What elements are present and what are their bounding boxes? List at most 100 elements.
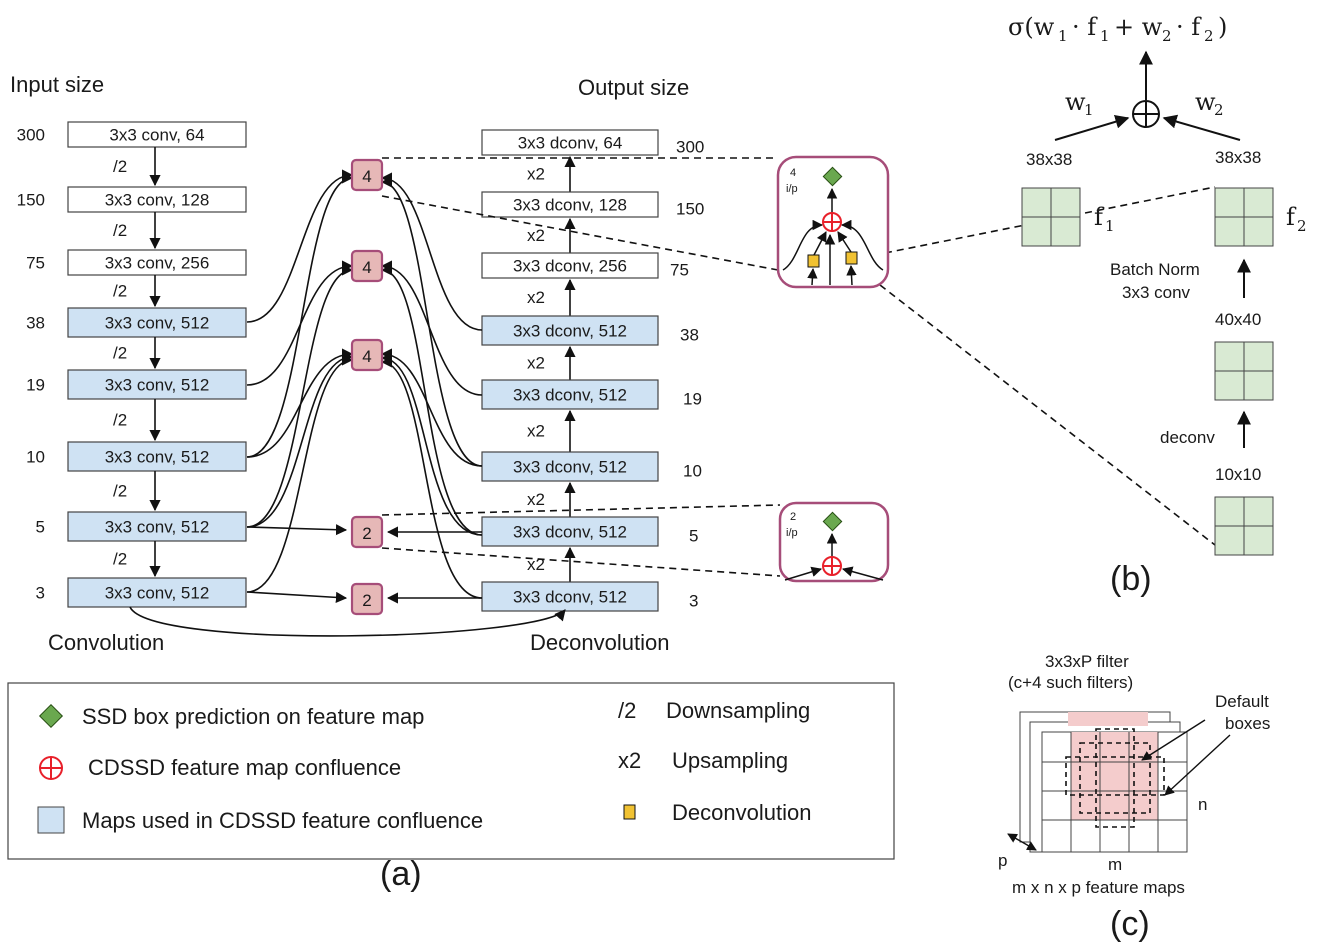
green-diamond-icon bbox=[38, 703, 64, 729]
legend-symbol-upsample: x2 bbox=[618, 748, 641, 773]
svg-text:2: 2 bbox=[1297, 217, 1307, 235]
fusion-node-count: 2 bbox=[362, 591, 371, 610]
caption-b: (b) bbox=[1110, 560, 1152, 598]
conv-layer-box bbox=[67, 369, 247, 400]
upsample-label: x2 bbox=[527, 354, 545, 373]
conv-layer-label: 3x3 conv, 64 bbox=[109, 126, 204, 145]
conv-layer-box bbox=[67, 121, 247, 148]
zoom-large-sub: i/p bbox=[786, 183, 798, 195]
legend-text-maps: Maps used in CDSSD feature confluence bbox=[82, 808, 483, 833]
yellow-square-icon bbox=[807, 254, 820, 268]
output-size-value: 150 bbox=[676, 200, 704, 219]
upsample-label: x2 bbox=[527, 226, 545, 245]
yellow-square-icon bbox=[845, 251, 858, 265]
convolution-label: Convolution bbox=[48, 630, 164, 655]
input-size-value: 3 bbox=[36, 584, 45, 603]
f2-label: f bbox=[1286, 203, 1297, 231]
deconv-layer-box bbox=[481, 379, 659, 410]
zoom-large-count: 4 bbox=[790, 167, 796, 179]
upsample-label: x2 bbox=[527, 165, 545, 184]
deconv-layer-box bbox=[481, 252, 659, 279]
caption-a: (a) bbox=[380, 855, 422, 893]
legend-text-upsample: Upsampling bbox=[672, 748, 788, 773]
yellow-square-icon bbox=[623, 804, 636, 820]
green-diamond-icon bbox=[822, 511, 843, 532]
svg-text:2: 2 bbox=[1204, 27, 1214, 45]
deconv-layer-label: 3x3 dconv, 512 bbox=[513, 588, 627, 607]
fusion-node-count: 4 bbox=[362, 258, 371, 277]
conv-label: 3x3 conv bbox=[1122, 283, 1191, 302]
conv-layer-label: 3x3 conv, 256 bbox=[105, 254, 210, 273]
conv-layer-label: 3x3 conv, 512 bbox=[105, 584, 210, 603]
downsample-label: /2 bbox=[113, 550, 127, 569]
svg-text:σ(w: σ(w bbox=[1008, 13, 1055, 41]
zoom-small-sub: i/p bbox=[786, 527, 798, 539]
input-size-value: 5 bbox=[36, 518, 45, 537]
svg-text:): ) bbox=[1218, 13, 1227, 41]
size-left-label: 38x38 bbox=[1026, 150, 1072, 169]
svg-text:1: 1 bbox=[1058, 27, 1068, 45]
default-boxes-label-1: Default bbox=[1215, 692, 1269, 711]
blue-square-icon bbox=[37, 806, 65, 834]
feature-grid-f2 bbox=[1214, 187, 1274, 247]
fusion-node bbox=[350, 158, 384, 192]
feature-grid-f1 bbox=[1021, 187, 1081, 247]
confluence-connections bbox=[129, 169, 566, 637]
convolution-column: 3x3 conv, 64 300/2 3x3 conv, 128 150/2 3x3 c… bbox=[17, 121, 247, 608]
deconv-layer-label: 3x3 dconv, 128 bbox=[513, 196, 627, 215]
m-label: m bbox=[1108, 855, 1122, 874]
f1-label: f bbox=[1094, 203, 1105, 231]
input-size-value: 75 bbox=[26, 254, 45, 273]
input-size-value: 38 bbox=[26, 314, 45, 333]
legend-symbol-downsample: /2 bbox=[618, 698, 636, 723]
zoom-small-count: 2 bbox=[790, 511, 796, 523]
straight-connections bbox=[246, 524, 482, 604]
input-size-value: 10 bbox=[26, 448, 45, 467]
fusion-nodes: 4 4 4 2 2 bbox=[350, 158, 384, 616]
fusion-node-count: 4 bbox=[362, 347, 371, 366]
downsample-label: /2 bbox=[113, 221, 127, 240]
fusion-formula: σ(w 1 · f 1 + w 2 · f 2 ) bbox=[1008, 13, 1227, 45]
zoom-box-small: 2 i/p bbox=[778, 501, 890, 583]
upsample-label: x2 bbox=[527, 422, 545, 441]
svg-text:2: 2 bbox=[1162, 27, 1172, 45]
feature-map-stack bbox=[1019, 711, 1188, 853]
filter-label: 3x3xP filter bbox=[1045, 652, 1129, 671]
fusion-node-count: 2 bbox=[362, 524, 371, 543]
p-label: p bbox=[998, 851, 1007, 870]
output-size-value: 3 bbox=[689, 592, 698, 611]
deconv-layer-label: 3x3 dconv, 64 bbox=[518, 134, 623, 153]
deconv-layer-label: 3x3 dconv, 512 bbox=[513, 386, 627, 405]
svg-text:+ w: + w bbox=[1114, 13, 1163, 41]
svg-text:1: 1 bbox=[1105, 217, 1115, 235]
deconv-layer-label: 3x3 dconv, 256 bbox=[513, 257, 627, 276]
deconv-layer-label: 3x3 dconv, 512 bbox=[513, 523, 627, 542]
input-size-label: Input size bbox=[10, 72, 104, 97]
conv-layer-box bbox=[67, 577, 247, 608]
svg-text:· f: · f bbox=[1072, 13, 1098, 41]
legend-text-ssd: SSD box prediction on feature map bbox=[82, 704, 424, 729]
feature-grid-mid bbox=[1214, 341, 1274, 401]
upsample-label: x2 bbox=[527, 490, 545, 509]
output-size-value: 19 bbox=[683, 390, 702, 409]
svg-text:1: 1 bbox=[1100, 27, 1110, 45]
conv-layer-label: 3x3 conv, 512 bbox=[105, 376, 210, 395]
legend-text-confluence: CDSSD feature map confluence bbox=[88, 755, 401, 780]
fusion-node bbox=[350, 249, 384, 283]
green-diamond-icon bbox=[822, 166, 843, 187]
conv-layer-label: 3x3 conv, 512 bbox=[105, 448, 210, 467]
input-size-value: 19 bbox=[26, 376, 45, 395]
panel-c: 3x3xP filter (c+4 such filters) Default … bbox=[998, 652, 1270, 943]
conv-layer-box bbox=[67, 186, 247, 213]
deconv-layer-label: 3x3 dconv, 512 bbox=[513, 322, 627, 341]
w1-label: w bbox=[1065, 88, 1086, 116]
size-mid-label: 40x40 bbox=[1215, 310, 1261, 329]
svg-text:· f: · f bbox=[1176, 13, 1202, 41]
deconv-layer-box bbox=[481, 129, 659, 156]
output-size-value: 5 bbox=[689, 527, 698, 546]
input-size-value: 150 bbox=[17, 191, 45, 210]
conv-layer-label: 3x3 conv, 512 bbox=[105, 518, 210, 537]
deconv-layer-box bbox=[481, 191, 659, 218]
input-size-value: 300 bbox=[17, 126, 45, 145]
